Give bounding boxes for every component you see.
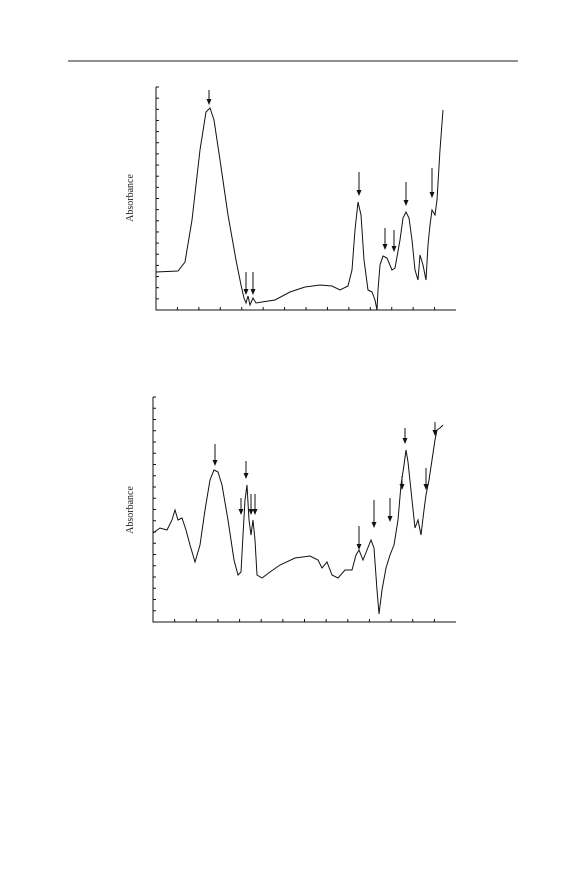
arrow-head [432,430,438,436]
arrow-head [403,200,409,206]
spectrum [155,107,444,311]
arrow-head [252,509,258,515]
arrow-head [371,522,377,528]
arrow-head [391,246,397,252]
arrow-head [356,190,362,196]
y-axis-label: Absorbance [125,486,136,534]
arrow-head [206,99,212,105]
arrow-head [423,484,429,490]
arrow-head [212,460,218,466]
arrow-head [387,516,393,522]
axes [152,397,456,623]
ticks [152,396,435,623]
arrow-head [399,484,405,490]
arrow-head [243,473,249,479]
peak-arrows [206,90,435,295]
spectrum [152,424,444,615]
figure-1: Absorbance [125,86,456,311]
arrow-head [243,289,249,295]
peak-arrows [212,422,438,550]
ticks [155,86,436,311]
arrow-head [356,544,362,550]
arrow-head [429,192,435,198]
axes [155,87,456,311]
arrow-head [248,509,254,515]
arrow-head [382,244,388,250]
figure-2: Absorbance [125,396,456,623]
arrow-head [238,509,244,515]
y-axis-label: Absorbance [125,174,136,222]
arrow-head [402,438,408,444]
arrow-head [250,289,256,295]
